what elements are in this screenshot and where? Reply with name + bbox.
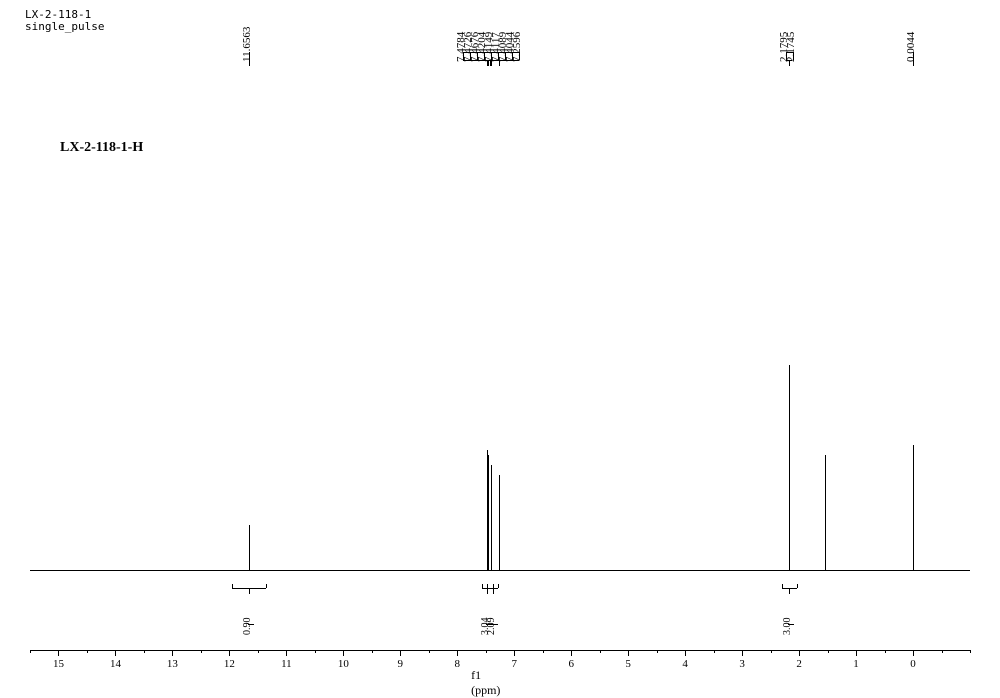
- x-axis-tick-minor: [30, 650, 31, 653]
- x-axis-tick-minor: [885, 650, 886, 653]
- spectrum-peak: [499, 475, 500, 570]
- peak-tree-stem: [519, 52, 520, 60]
- peak-tree-drop: [789, 60, 790, 66]
- x-axis-line: [30, 650, 970, 651]
- x-axis-tick-minor: [315, 650, 316, 653]
- sample-label: LX-2-118-1-H: [60, 140, 143, 156]
- x-axis-title: f1 (ppm): [471, 668, 500, 698]
- peak-ppm-label: 2.1745: [785, 32, 797, 62]
- x-axis-tick-minor: [970, 650, 971, 653]
- integral-hook: [248, 624, 254, 625]
- x-axis-tick-major: [742, 650, 743, 656]
- header-line2: single_pulse: [25, 20, 104, 33]
- peak-tree-drop: [913, 60, 914, 66]
- x-axis-tick-label: 2: [796, 658, 802, 670]
- x-axis-tick-major: [58, 650, 59, 656]
- x-axis-tick-label: 6: [568, 658, 574, 670]
- peak-tree-top: [786, 52, 793, 53]
- spectrum-peak: [488, 455, 489, 570]
- x-axis-tick-major: [343, 650, 344, 656]
- spectrum-baseline: [30, 570, 970, 571]
- spectrum-peak: [825, 455, 826, 570]
- x-axis-tick-label: 0: [910, 658, 916, 670]
- x-axis-tick-minor: [201, 650, 202, 653]
- x-axis-tick-label: 1: [853, 658, 859, 670]
- x-axis-tick-minor: [372, 650, 373, 653]
- x-axis-tick-major: [172, 650, 173, 656]
- integral-bracket-stem: [493, 588, 494, 594]
- peak-tree-stem: [913, 52, 914, 60]
- x-axis-tick-minor: [600, 650, 601, 653]
- x-axis-tick-label: 8: [455, 658, 461, 670]
- x-axis-tick-minor: [87, 650, 88, 653]
- integral-bracket-end: [266, 584, 267, 588]
- integral-bracket-stem: [789, 588, 790, 594]
- peak-tree-stem: [793, 52, 794, 60]
- peak-tree-top: [463, 52, 519, 53]
- x-axis-tick-label: 12: [224, 658, 235, 670]
- x-axis-tick-minor: [144, 650, 145, 653]
- x-axis-tick-major: [913, 650, 914, 656]
- peak-ppm-label: 0.0044: [905, 32, 917, 62]
- spectrum-peak: [249, 525, 250, 570]
- integral-bracket-end: [498, 584, 499, 588]
- x-axis-tick-label: 11: [281, 658, 292, 670]
- x-axis-tick-major: [457, 650, 458, 656]
- x-axis-tick-major: [115, 650, 116, 656]
- x-axis-tick-major: [514, 650, 515, 656]
- x-axis-tick-label: 7: [511, 658, 517, 670]
- peak-tree-drop: [491, 60, 492, 66]
- x-axis-tick-minor: [771, 650, 772, 653]
- x-axis-tick-minor: [543, 650, 544, 653]
- x-axis-tick-label: 10: [338, 658, 349, 670]
- x-axis-tick-label: 4: [682, 658, 688, 670]
- x-axis-tick-major: [856, 650, 857, 656]
- peak-ppm-label: 11.6563: [241, 27, 253, 62]
- x-axis-tick-major: [685, 650, 686, 656]
- x-axis-tick-major: [400, 650, 401, 656]
- x-axis-tick-label: 15: [53, 658, 64, 670]
- spectrum-peak: [913, 445, 914, 570]
- x-axis-tick-label: 5: [625, 658, 631, 670]
- peak-tree-stem: [249, 52, 250, 60]
- integral-bracket-stem: [249, 588, 250, 594]
- x-axis-tick-label: 9: [398, 658, 404, 670]
- spectrum-peak: [789, 370, 790, 570]
- x-axis-tick-label: 13: [167, 658, 178, 670]
- x-axis-tick-label: 3: [739, 658, 745, 670]
- x-axis-tick-major: [229, 650, 230, 656]
- x-axis-tick-major: [571, 650, 572, 656]
- integral-value: 2.09: [486, 618, 497, 636]
- x-axis-tick-minor: [486, 650, 487, 653]
- x-axis-tick-minor: [942, 650, 943, 653]
- x-axis-tick-minor: [828, 650, 829, 653]
- integral-bracket-end: [482, 584, 483, 588]
- integral-bracket-end: [797, 584, 798, 588]
- integral-hook: [788, 624, 794, 625]
- x-axis-tick-major: [799, 650, 800, 656]
- peak-tree-arm: [499, 60, 518, 61]
- x-axis-tick-minor: [657, 650, 658, 653]
- nmr-spectrum-figure: LX-2-118-1 single_pulse LX-2-118-1-H 11.…: [0, 0, 1000, 698]
- x-axis-tick-minor: [429, 650, 430, 653]
- x-axis-tick-label: 14: [110, 658, 121, 670]
- integral-bracket-end: [232, 584, 233, 588]
- peak-tree-drop: [249, 60, 250, 66]
- integral-value: 0.90: [242, 618, 253, 636]
- integral-bracket-end: [487, 584, 488, 588]
- peak-tree-drop: [499, 60, 500, 66]
- x-axis-tick-major: [628, 650, 629, 656]
- integral-bracket-end: [782, 584, 783, 588]
- integral-hook: [492, 624, 498, 625]
- x-axis-tick-major: [286, 650, 287, 656]
- integral-value: 3.00: [782, 618, 793, 636]
- x-axis-tick-minor: [714, 650, 715, 653]
- peak-ppm-label: 7.2596: [511, 32, 523, 62]
- spectrum-peak: [491, 470, 492, 570]
- x-axis-tick-minor: [258, 650, 259, 653]
